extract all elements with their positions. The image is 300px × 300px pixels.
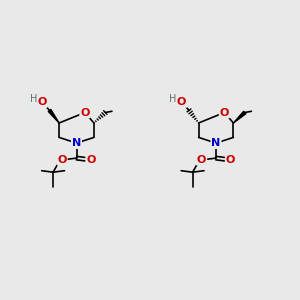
- Text: N: N: [72, 138, 81, 148]
- Text: O: O: [57, 154, 67, 165]
- Text: N: N: [212, 138, 220, 148]
- Text: H: H: [30, 94, 37, 104]
- Text: O: O: [220, 107, 229, 118]
- Text: O: O: [177, 97, 186, 107]
- Text: O: O: [80, 107, 90, 118]
- Text: O: O: [37, 97, 47, 107]
- Text: O: O: [197, 154, 206, 165]
- Text: O: O: [86, 154, 96, 165]
- Polygon shape: [233, 111, 246, 123]
- Text: O: O: [226, 154, 235, 165]
- Polygon shape: [48, 110, 59, 123]
- Text: H: H: [169, 94, 177, 104]
